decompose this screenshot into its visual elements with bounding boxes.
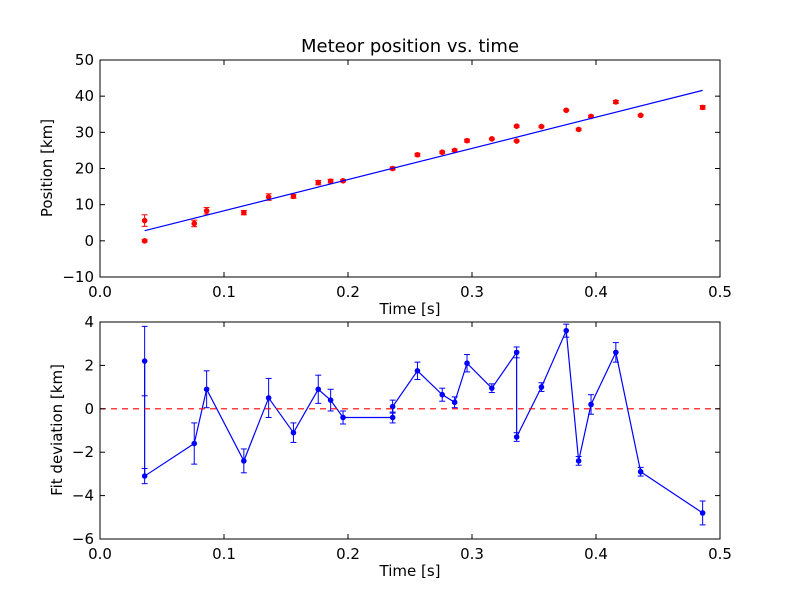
position-ytick-label: 10 xyxy=(75,196,94,214)
position-data-point xyxy=(699,104,706,111)
position-chart-title: Meteor position vs. time xyxy=(301,36,519,57)
deviation-data-point xyxy=(315,386,322,393)
deviation-data-point xyxy=(451,399,458,406)
position-data-point xyxy=(538,123,545,130)
deviation-ytick-label: 2 xyxy=(84,356,94,374)
position-data-point xyxy=(414,151,421,158)
position-fit-line xyxy=(144,89,703,232)
deviation-data-point xyxy=(203,386,210,393)
deviation-data-point xyxy=(439,391,446,398)
deviation-ytick-label: 0 xyxy=(84,400,94,418)
position-chart-ticks: 0.0 0.1 0.2 0.3 0.4 0.5 −10 0 10 20 30 40 50 xyxy=(62,51,732,301)
position-xtick-label: 0.1 xyxy=(212,283,236,301)
position-data-point xyxy=(489,136,495,142)
deviation-data-point xyxy=(389,403,396,410)
position-data-point xyxy=(575,126,582,133)
deviation-xtick-label: 0.3 xyxy=(460,545,484,563)
position-data-point xyxy=(241,209,247,216)
position-ytick-label: 40 xyxy=(75,87,94,105)
deviation-data-point xyxy=(414,368,421,374)
deviation-chart-frame xyxy=(99,321,721,540)
position-data-point xyxy=(290,193,297,200)
position-data-point xyxy=(464,137,470,144)
position-xtick-label: 0.5 xyxy=(708,283,732,301)
deviation-ytick-label: −4 xyxy=(72,487,94,505)
position-ytick-label: 0 xyxy=(84,232,94,250)
deviation-data-point xyxy=(538,384,545,390)
position-ytick-label: 30 xyxy=(75,123,94,141)
deviation-ytick-label: −2 xyxy=(72,443,94,461)
position-data-point xyxy=(637,112,644,119)
position-chart-ylabel: Position [km] xyxy=(38,119,56,217)
position-chart-xlabel: Time [s] xyxy=(379,300,441,318)
position-ytick-label: 50 xyxy=(75,51,94,69)
deviation-chart: 0.0 0.1 0.2 0.3 0.4 0.5 −6 −4 −2 0 2 4 Time [s] Fit… xyxy=(48,313,732,580)
position-ytick-label: −10 xyxy=(62,268,94,286)
deviation-data-point xyxy=(340,414,346,421)
deviation-xtick-label: 0.2 xyxy=(336,545,360,563)
deviation-xtick-label: 0.0 xyxy=(88,545,112,563)
deviation-chart-ylabel: Fit deviation [km] xyxy=(48,364,66,496)
deviation-data-point xyxy=(327,397,334,403)
deviation-data-point xyxy=(290,429,297,436)
position-xtick-label: 0.3 xyxy=(460,283,484,301)
position-data-point xyxy=(439,149,446,156)
deviation-data-point xyxy=(588,401,594,408)
position-data-point xyxy=(513,138,520,144)
position-data-point xyxy=(203,208,210,214)
deviation-data-point xyxy=(513,349,520,356)
position-data-point xyxy=(327,178,334,184)
deviation-data-point xyxy=(464,360,470,367)
position-xtick-label: 0.2 xyxy=(336,283,360,301)
deviation-data-point xyxy=(389,414,396,421)
deviation-data-point xyxy=(141,473,148,479)
deviation-data-point xyxy=(637,468,644,475)
position-xtick-label: 0.0 xyxy=(88,283,112,301)
deviation-data-point xyxy=(241,458,247,464)
deviation-series-line xyxy=(144,328,703,514)
deviation-xtick-label: 0.5 xyxy=(708,545,732,563)
deviation-xtick-label: 0.4 xyxy=(584,545,608,563)
deviation-data-point xyxy=(489,385,495,391)
position-chart: Meteor position vs. time 0.0 0.1 0.2 0.3 0.4… xyxy=(38,36,732,318)
position-data-point xyxy=(141,238,148,244)
deviation-chart-xlabel: Time [s] xyxy=(379,562,441,580)
position-data-point xyxy=(191,220,198,227)
deviation-ytick-label: 4 xyxy=(84,313,94,331)
deviation-data-point xyxy=(563,327,570,334)
deviation-data-point xyxy=(265,395,272,401)
deviation-data-point xyxy=(613,349,619,356)
position-data-point xyxy=(315,179,322,186)
deviation-chart-ticks: 0.0 0.1 0.2 0.3 0.4 0.5 −6 −4 −2 0 2 4 xyxy=(72,313,732,563)
position-xtick-label: 0.4 xyxy=(584,283,608,301)
position-chart-marks xyxy=(141,89,706,244)
deviation-xtick-label: 0.1 xyxy=(212,545,236,563)
position-data-point xyxy=(563,107,570,114)
position-ytick-label: 20 xyxy=(75,160,94,178)
position-data-point xyxy=(613,99,619,105)
deviation-data-point xyxy=(141,358,148,364)
position-data-point xyxy=(513,123,520,129)
deviation-data-point xyxy=(191,440,198,447)
deviation-ytick-label: −6 xyxy=(72,530,94,548)
deviation-chart-marks xyxy=(100,323,720,526)
deviation-data-point xyxy=(699,510,706,516)
deviation-data-point xyxy=(575,458,582,464)
deviation-data-point xyxy=(513,434,520,440)
position-data-point xyxy=(141,217,148,224)
